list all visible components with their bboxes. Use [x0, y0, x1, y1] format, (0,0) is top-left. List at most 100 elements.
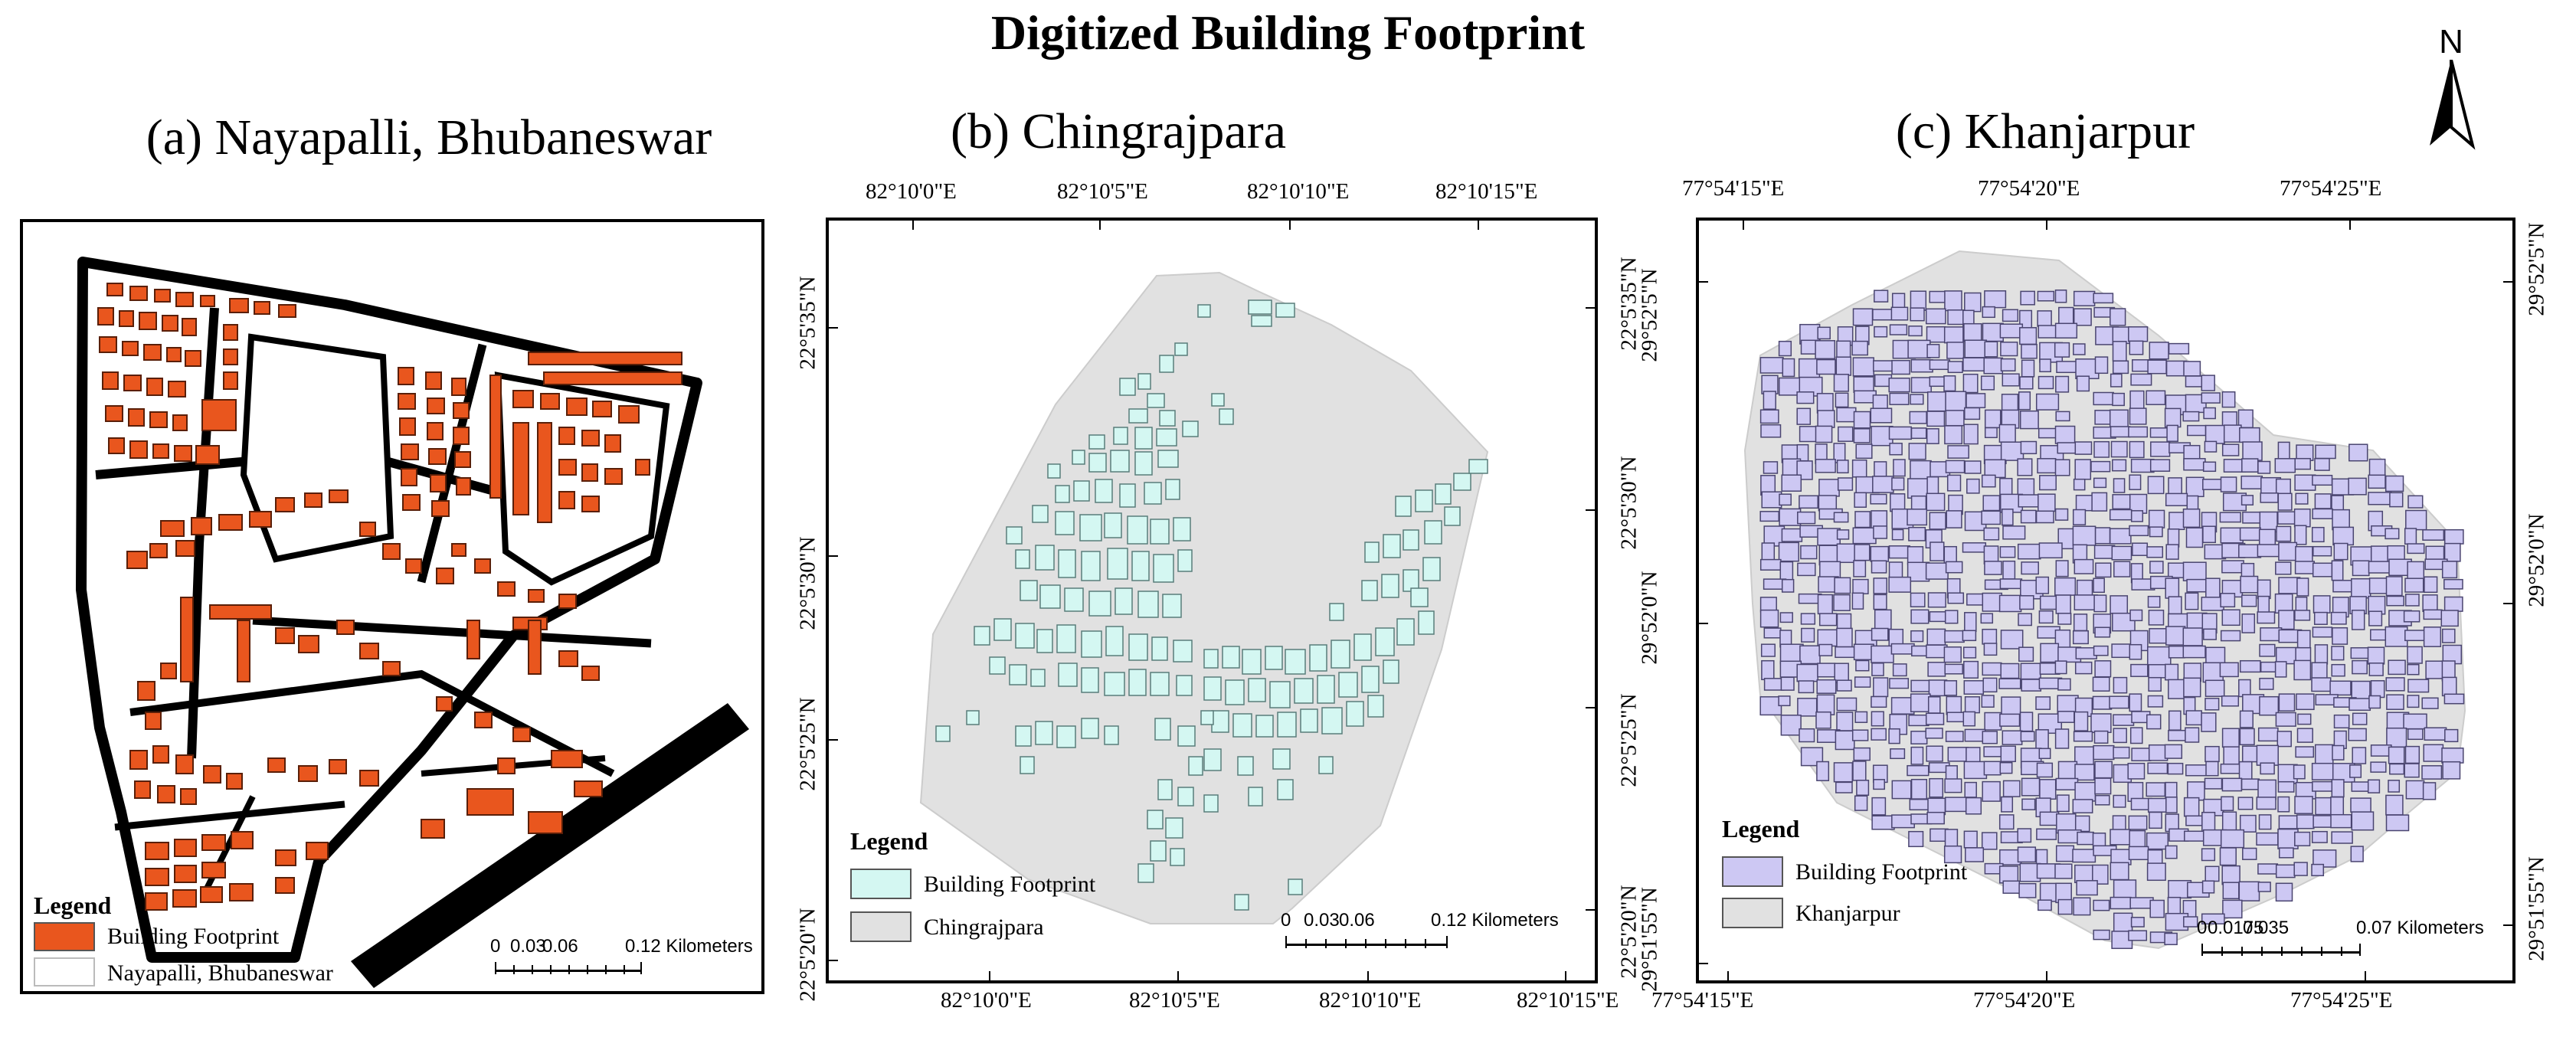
building-footprint: [2441, 561, 2458, 579]
building-footprint: [2095, 562, 2112, 578]
panel-b-scale-bar: 0 0.03 0.06 0.12 Kilometers: [1281, 910, 1595, 956]
building-footprint: [2146, 714, 2162, 730]
building-footprint: [1946, 695, 1962, 715]
building-footprint: [2331, 663, 2345, 677]
building-footprint: [1799, 495, 1818, 509]
building-footprint: [2146, 832, 2169, 850]
building-footprint: [2423, 744, 2444, 762]
building-footprint: [2296, 577, 2309, 597]
building-footprint: [2350, 797, 2371, 813]
building-footprint: [2018, 882, 2037, 898]
building-footprint: [1926, 428, 1939, 444]
lat-label-left: 29°52'0"N: [1637, 571, 1662, 665]
building-footprint: [2128, 846, 2149, 861]
building-footprint: [2054, 290, 2067, 303]
building-footprint: [1818, 613, 1838, 627]
building-footprint: [2147, 646, 2172, 666]
building-footprint: [2368, 492, 2392, 506]
building-footprint: [2182, 645, 2206, 659]
building-footprint: [1872, 476, 1894, 493]
building-footprint: [1836, 460, 1849, 474]
building-footprint: [1759, 511, 1779, 522]
building-footprint: [2073, 343, 2086, 355]
building-footprint: [1816, 761, 1830, 781]
building-footprint: [2074, 815, 2090, 833]
building-footprint: [2386, 727, 2407, 748]
building-footprint: [1833, 762, 1854, 783]
building-footprint: [1759, 357, 1784, 374]
building-footprint: [2075, 495, 2094, 512]
building-footprint: [2221, 443, 2240, 456]
legend-swatch-building-footprint: [850, 869, 912, 899]
building-footprint: [2422, 594, 2438, 613]
building-footprint: [2093, 744, 2115, 761]
building-footprint: [2223, 746, 2240, 767]
building-footprint: [2185, 727, 2200, 743]
building-footprint: [1964, 612, 1977, 633]
building-footprint: [2110, 862, 2129, 881]
building-footprint: [1964, 339, 1988, 358]
lat-label-right: 29°51'55"N: [2524, 856, 2549, 961]
building-footprint: [2039, 358, 2051, 373]
scale-label-0: 0: [2197, 918, 2208, 938]
building-footprint: [2204, 698, 2220, 711]
building-footprint: [1947, 592, 1965, 604]
building-footprint: [2074, 711, 2089, 731]
building-footprint: [2238, 881, 2260, 901]
building-footprint: [2093, 645, 2109, 656]
building-footprint: [2093, 730, 2109, 744]
building-footprint: [1852, 527, 1877, 545]
building-footprint: [2349, 764, 2362, 778]
building-footprint: [1984, 341, 1998, 358]
building-footprint: [1910, 609, 1930, 624]
north-arrow: N: [2421, 23, 2482, 153]
building-footprint: [2185, 476, 2204, 498]
building-footprint: [2035, 510, 2054, 524]
north-arrow-icon: [2430, 60, 2476, 150]
building-footprint: [2112, 341, 2127, 362]
building-footprint: [2407, 679, 2430, 693]
building-footprint: [2407, 561, 2425, 581]
building-footprint: [1874, 290, 1889, 303]
scale-label-2: 0.06: [1339, 910, 1375, 931]
building-footprint: [1763, 461, 1779, 474]
building-footprint: [1798, 680, 1815, 694]
building-footprint: [2423, 609, 2443, 620]
building-footprint: [2367, 646, 2385, 665]
building-footprint: [1980, 613, 1994, 624]
building-footprint: [2038, 493, 2056, 512]
panel-a-buildings: [97, 283, 682, 911]
building-footprint: [2237, 797, 2254, 810]
building-footprint: [2330, 813, 2352, 829]
building-footprint: [1854, 492, 1867, 508]
building-footprint: [1816, 679, 1837, 694]
building-footprint: [1800, 545, 1818, 560]
building-footprint: [1851, 459, 1867, 478]
building-footprint: [2312, 780, 2335, 792]
building-footprint: [2201, 880, 2215, 894]
building-footprint: [2093, 577, 2105, 594]
building-footprint: [2021, 561, 2039, 575]
building-footprint: [2129, 474, 2142, 490]
building-footprint: [2113, 561, 2131, 577]
building-footprint: [2110, 308, 2126, 326]
building-footprint: [1981, 832, 1998, 850]
building-footprint: [1796, 663, 1818, 682]
building-footprint: [2221, 560, 2244, 574]
building-footprint: [1852, 761, 1867, 781]
building-footprint: [1946, 474, 1962, 492]
building-footprint: [2201, 848, 2216, 862]
building-footprint: [1833, 512, 1849, 523]
building-footprint: [2165, 626, 2186, 646]
building-footprint: [2404, 745, 2421, 764]
building-footprint: [2275, 864, 2296, 878]
building-footprint: [2277, 796, 2290, 813]
building-footprint: [2404, 763, 2420, 778]
building-footprint: [2407, 646, 2423, 664]
building-footprint: [1983, 357, 2004, 375]
building-footprint: [2368, 577, 2390, 594]
building-footprint: [1984, 712, 2002, 731]
building-footprint: [1893, 459, 1906, 477]
building-footprint: [2073, 897, 2091, 916]
building-footprint: [2019, 595, 2034, 610]
